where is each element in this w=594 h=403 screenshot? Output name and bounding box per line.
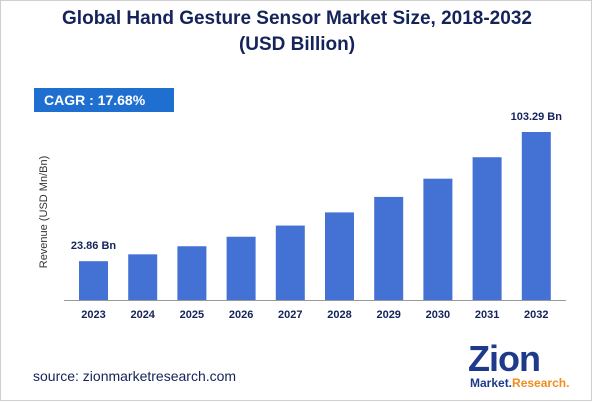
- bar-2029: [374, 196, 404, 300]
- x-tick-label-2029: 2029: [376, 309, 400, 321]
- bar-2023: [79, 261, 108, 300]
- zion-logo: Zion Market.Research.: [460, 338, 570, 395]
- bar-2026: [226, 236, 256, 300]
- x-tick-label-2030: 2030: [426, 309, 450, 321]
- bar-2028: [325, 212, 354, 300]
- bar-2027: [275, 225, 305, 300]
- bar-2031: [472, 157, 502, 300]
- x-tick-label-2024: 2024: [130, 309, 155, 321]
- x-tick-label-2031: 2031: [475, 309, 499, 321]
- logo-subtext: Market.Research.: [470, 376, 569, 390]
- data-label-2032: 103.29 Bn: [511, 111, 563, 123]
- logo-wordmark: Zion: [468, 338, 541, 379]
- bar-2025: [177, 246, 207, 300]
- logo-sub-research: Research.: [512, 376, 570, 390]
- x-tick-label-2026: 2026: [229, 309, 253, 321]
- chart-title: Global Hand Gesture Sensor Market Size, …: [62, 8, 532, 29]
- x-tick-label-2025: 2025: [180, 309, 204, 321]
- x-tick-label-2027: 2027: [278, 309, 302, 321]
- logo-sub-market: Market.: [470, 376, 513, 390]
- bar-2024: [128, 254, 158, 300]
- bar-2030: [423, 178, 453, 300]
- x-tick-label-2028: 2028: [327, 309, 351, 321]
- source-text: source: zionmarketresearch.com: [33, 368, 237, 384]
- x-tick-label-2023: 2023: [81, 309, 105, 321]
- chart-subtitle: (USD Billion): [238, 34, 356, 55]
- x-tick-label-2032: 2032: [524, 309, 548, 321]
- bar-2032: [521, 132, 551, 300]
- cagr-badge: CAGR : 17.68%: [34, 88, 174, 112]
- data-label-2023: 23.86 Bn: [71, 240, 117, 252]
